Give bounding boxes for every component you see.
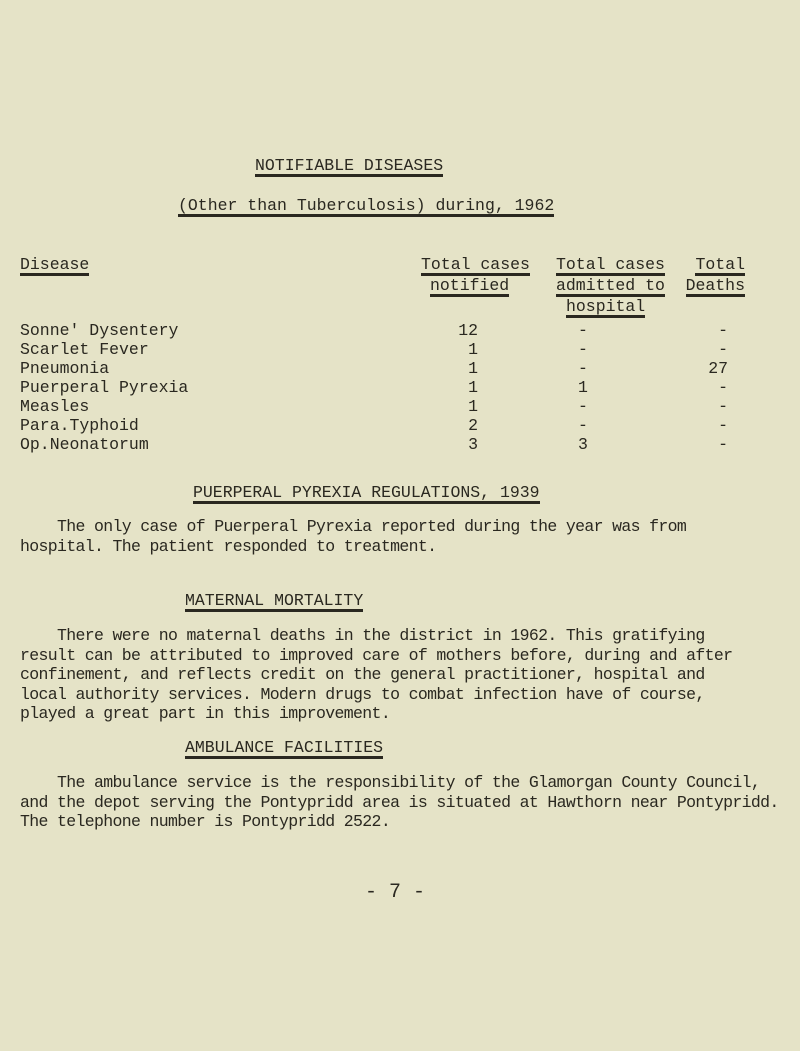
deaths-cell: - — [718, 340, 728, 359]
disease-cell: Para.Typhoid — [20, 416, 139, 435]
section-heading: AMBULANCE FACILITIES — [185, 738, 384, 759]
disease-cell: Scarlet Fever — [20, 340, 149, 359]
paragraph-line: The ambulance service is the responsibil… — [20, 773, 761, 792]
paragraph-line: There were no maternal deaths in the dis… — [20, 626, 705, 645]
disease-cell: Sonne' Dysentery — [20, 321, 179, 340]
deaths-cell: 27 — [708, 359, 728, 378]
header-notified-1: Total cases — [421, 255, 530, 276]
paragraph-line: confinement, and reflects credit on the … — [20, 665, 705, 685]
disease-cell: Measles — [20, 397, 90, 416]
paragraph-line: The telephone number is Pontypridd 2522. — [20, 812, 391, 832]
notified-cell: 1 — [468, 340, 478, 359]
notified-cell: 1 — [468, 359, 478, 378]
section-heading: MATERNAL MORTALITY — [185, 591, 364, 612]
section-paragraph: The ambulance service is the responsibil… — [20, 773, 795, 832]
notified-cell: 2 — [468, 416, 478, 435]
admitted-cell: 3 — [578, 435, 588, 454]
admitted-cell: - — [578, 321, 588, 340]
admitted-cell: - — [578, 397, 588, 416]
deaths-cell: - — [718, 397, 728, 416]
paragraph-line: The only case of Puerperal Pyrexia repor… — [20, 517, 687, 536]
header-admitted-1: Total cases — [556, 255, 665, 276]
deaths-cell: - — [718, 378, 728, 397]
admitted-cell: - — [578, 340, 588, 359]
deaths-cell: - — [718, 416, 728, 435]
disease-cell: Puerperal Pyrexia — [20, 378, 189, 397]
paragraph-line: played a great part in this improvement. — [20, 704, 391, 724]
disease-cell: Op.Neonatorum — [20, 435, 149, 454]
header-notified-2: notified — [430, 276, 510, 297]
header-admitted-2: admitted to — [556, 276, 665, 297]
admitted-cell: - — [578, 416, 588, 435]
paragraph-line: hospital. The patient responded to treat… — [20, 536, 437, 556]
page-number: - 7 - — [365, 881, 426, 904]
paragraph-line: result can be attributed to improved car… — [20, 645, 733, 665]
section-paragraph: There were no maternal deaths in the dis… — [20, 626, 795, 724]
header-disease: Disease — [20, 255, 90, 276]
paragraph-line: local authority services. Modern drugs t… — [20, 684, 705, 704]
notified-cell: 1 — [468, 378, 478, 397]
section-paragraph: The only case of Puerperal Pyrexia repor… — [20, 517, 795, 556]
page-title: NOTIFIABLE DISEASES — [255, 156, 444, 177]
paragraph-line: and the depot serving the Pontypridd are… — [20, 792, 779, 812]
header-deaths-1: Total — [695, 255, 745, 276]
header-deaths-2: Deaths — [685, 276, 745, 297]
deaths-cell: - — [718, 435, 728, 454]
notified-cell: 3 — [468, 435, 478, 454]
notified-cell: 12 — [458, 321, 478, 340]
section-heading: PUERPERAL PYREXIA REGULATIONS, 1939 — [193, 483, 540, 504]
notified-cell: 1 — [468, 397, 478, 416]
admitted-cell: 1 — [578, 378, 588, 397]
deaths-cell: - — [718, 321, 728, 340]
header-admitted-3: hospital — [566, 297, 646, 318]
admitted-cell: - — [578, 359, 588, 378]
disease-cell: Pneumonia — [20, 359, 110, 378]
page-subtitle: (Other than Tuberculosis) during, 1962 — [178, 196, 555, 217]
